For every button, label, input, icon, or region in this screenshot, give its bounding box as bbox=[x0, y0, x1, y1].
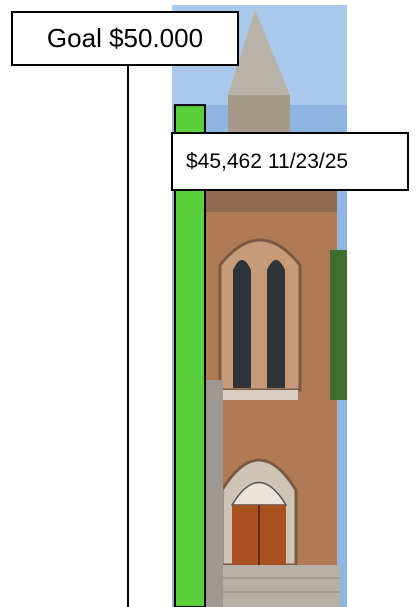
value-label: $45,462 11/23/25 bbox=[186, 150, 348, 173]
chart: Goal $50.000 $45,462 11/23/25 bbox=[0, 0, 418, 607]
value-amount: $45,462 bbox=[186, 150, 262, 173]
value-date: 11/23/25 bbox=[268, 150, 348, 173]
goal-label: Goal $50.000 bbox=[47, 23, 203, 53]
